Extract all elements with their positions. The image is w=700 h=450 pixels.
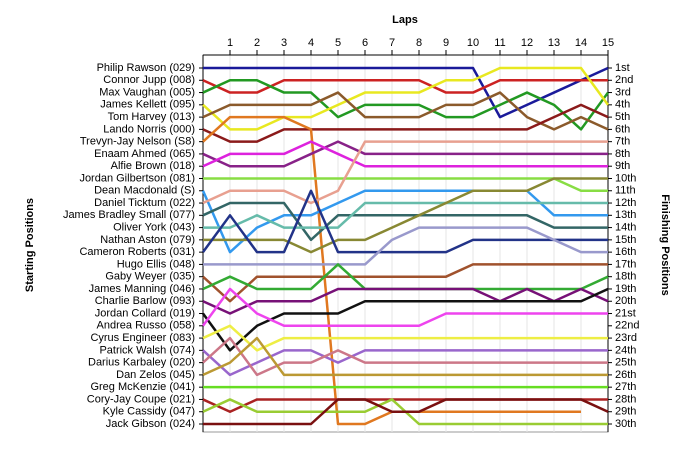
- driver-label: Daniel Ticktum (022): [94, 197, 195, 209]
- y2-tick-label: 4th: [615, 99, 630, 111]
- y2-tick-label: 8th: [615, 148, 630, 160]
- driver-label: Cyrus Engineer (083): [90, 332, 195, 344]
- y2-tick-label: 21st: [615, 307, 636, 319]
- position-line: [202, 263, 608, 303]
- position-line: [202, 201, 608, 242]
- y2-tick-label: 6th: [615, 123, 630, 135]
- x-tick-label: 15: [602, 37, 614, 49]
- y2-tick-label: 17th: [615, 258, 636, 270]
- position-line: [203, 177, 608, 193]
- x-tick-label: 9: [443, 37, 449, 49]
- position-line: [202, 66, 610, 131]
- driver-label: Alfie Brown (018): [111, 160, 195, 172]
- driver-label: Hugo Ellis (048): [117, 258, 195, 270]
- y2-tick-label: 24th: [615, 344, 636, 356]
- y2-tick-label: 27th: [615, 381, 636, 393]
- x-tick-label: 7: [389, 37, 395, 49]
- driver-label: Philip Rawson (029): [97, 62, 195, 74]
- driver-label: Oliver York (043): [113, 221, 195, 233]
- y2-tick-label: 16th: [615, 246, 636, 258]
- driver-label: Max Vaughan (005): [99, 86, 195, 98]
- x-tick-label: 3: [281, 37, 287, 49]
- driver-label: Charlie Barlow (093): [95, 295, 195, 307]
- position-line: [203, 177, 608, 254]
- driver-label: Jordan Collard (019): [95, 307, 195, 319]
- y2-tick-label: 13th: [615, 209, 636, 221]
- driver-label: Trevyn-Jay Nelson (S8): [80, 136, 195, 148]
- x-tick-label: 12: [521, 37, 533, 49]
- driver-label: Jordan Gilbertson (081): [79, 172, 195, 184]
- driver-label: Gaby Weyer (035): [105, 271, 195, 283]
- x-tick-label: 11: [494, 37, 505, 49]
- x-tick-label: 8: [416, 37, 422, 49]
- x-tick-label: 10: [467, 37, 479, 49]
- position-line: [202, 140, 608, 168]
- y2-tick-label: 12th: [615, 197, 636, 209]
- driver-label: Kyle Cassidy (047): [103, 406, 195, 418]
- driver-label: Dan Zelos (045): [116, 369, 195, 381]
- y2-tick-label: 18th: [615, 271, 636, 283]
- y2-axis-title: Finishing Positions: [659, 194, 671, 295]
- position-line: [202, 324, 608, 352]
- y2-tick-label: 28th: [615, 393, 636, 405]
- y2-tick-label: 2nd: [615, 74, 633, 86]
- y2-tick-label: 30th: [615, 418, 636, 430]
- driver-label: Cory-Jay Coupe (021): [87, 393, 195, 405]
- driver-label: Patrick Walsh (074): [99, 344, 195, 356]
- y-axis-title: Starting Positions: [24, 198, 36, 292]
- position-line: [202, 79, 610, 131]
- driver-label: Dean Macdonald (S): [94, 185, 195, 197]
- driver-label: Lando Norris (000): [103, 123, 195, 135]
- position-line: [203, 201, 608, 229]
- x-tick-label: 4: [308, 37, 314, 49]
- y2-tick-label: 19th: [615, 283, 636, 295]
- position-line: [202, 140, 608, 168]
- x-axis-title: Laps: [392, 14, 418, 26]
- position-line: [203, 398, 609, 426]
- driver-label: Darius Karbaley (020): [88, 357, 195, 369]
- x-tick-label: 5: [335, 37, 341, 49]
- x-tick-label: 14: [575, 37, 587, 49]
- position-line: [203, 226, 608, 266]
- driver-label: Greg McKenzie (041): [90, 381, 195, 393]
- y2-tick-label: 1st: [615, 62, 630, 74]
- position-line: [201, 189, 608, 254]
- y2-tick-label: 9th: [615, 160, 630, 172]
- y2-tick-label: 20th: [615, 295, 636, 307]
- y2-tick-label: 15th: [615, 234, 636, 246]
- position-line: [202, 103, 609, 143]
- y2-tick-label: 7th: [615, 136, 630, 148]
- y2-tick-label: 25th: [615, 357, 636, 369]
- driver-label: Jack Gibson (024): [106, 418, 195, 430]
- y2-tick-label: 10th: [615, 172, 636, 184]
- y2-tick-label: 22nd: [615, 320, 639, 332]
- driver-label: Cameron Roberts (031): [79, 246, 195, 258]
- driver-label: James Bradley Small (077): [63, 209, 195, 221]
- x-tick-label: 13: [548, 37, 560, 49]
- y2-tick-label: 5th: [615, 111, 630, 123]
- position-line: [202, 336, 608, 377]
- y2-tick-label: 23rd: [615, 332, 637, 344]
- driver-label: Nathan Aston (079): [100, 234, 195, 246]
- driver-label: James Manning (046): [89, 283, 195, 295]
- x-tick-label: 1: [227, 37, 233, 49]
- driver-label: James Kellett (095): [100, 99, 195, 111]
- x-tick-label: 6: [362, 37, 368, 49]
- y2-tick-label: 3rd: [615, 86, 631, 98]
- y2-tick-label: 26th: [615, 369, 636, 381]
- x-tick-label: 2: [254, 37, 260, 49]
- y2-tick-label: 29th: [615, 406, 636, 418]
- driver-label: Tom Harvey (013): [108, 111, 195, 123]
- y2-tick-label: 14th: [615, 221, 636, 233]
- position-line: [202, 140, 608, 205]
- driver-label: Andrea Russo (058): [97, 320, 195, 332]
- driver-label: Enaam Ahmed (065): [94, 148, 195, 160]
- y2-tick-label: 11th: [615, 185, 636, 197]
- position-line: [201, 287, 608, 328]
- position-line: [202, 287, 609, 315]
- position-line: [202, 336, 608, 377]
- driver-label: Connor Jupp (008): [103, 74, 195, 86]
